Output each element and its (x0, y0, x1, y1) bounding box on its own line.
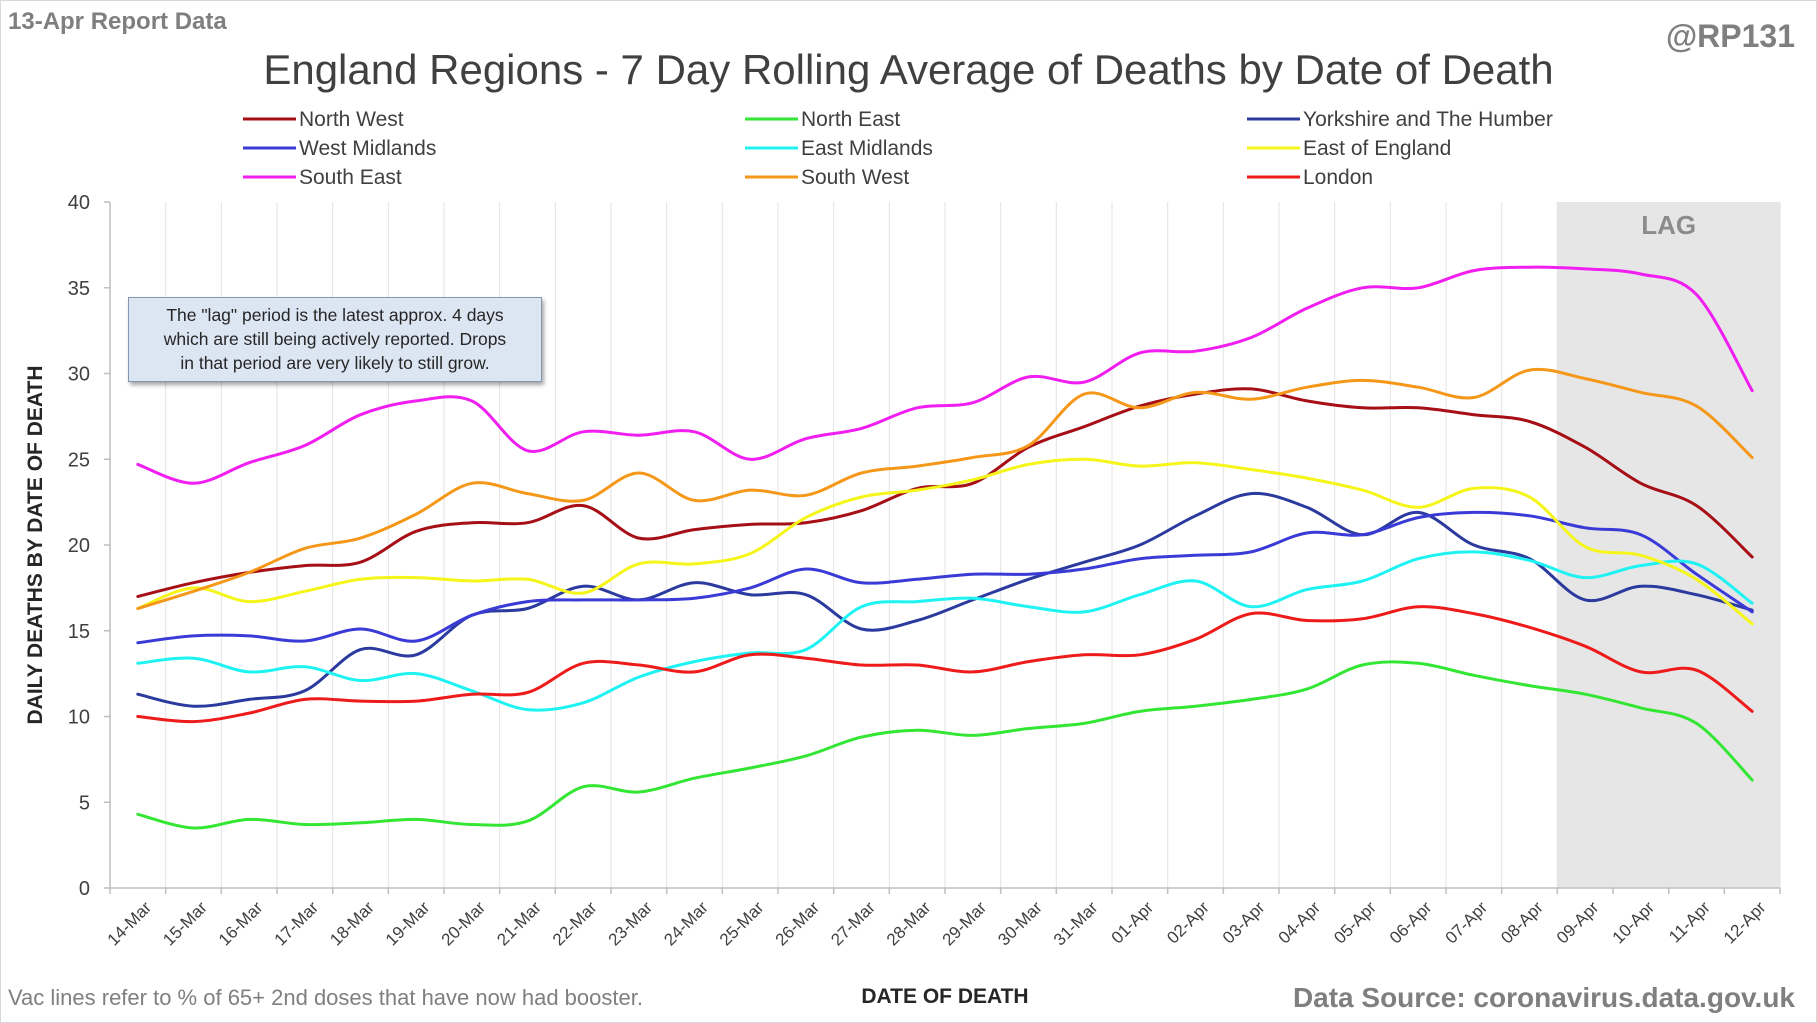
series-line-london (136, 605, 1754, 724)
series-line-east-midlands (136, 550, 1754, 712)
x-tick-label: 09-Apr (1553, 898, 1603, 948)
y-axis-title: DAILY DEATHS BY DATE OF DEATH (24, 366, 47, 725)
x-tick-label: 03-Apr (1219, 898, 1269, 948)
x-tick-label: 10-Apr (1609, 898, 1659, 948)
x-tick-label: 01-Apr (1108, 898, 1158, 948)
y-tick-label: 35 (68, 278, 90, 300)
x-tick-label: 16-Mar (215, 898, 267, 950)
x-tick-label: 07-Apr (1442, 898, 1492, 948)
x-tick-label: 28-Mar (883, 898, 935, 950)
x-tick-label: 15-Mar (159, 898, 211, 950)
x-tick-label: 30-Mar (994, 898, 1046, 950)
x-tick-label: 12-Apr (1720, 898, 1770, 948)
legend-label-north-west: North West (299, 108, 404, 131)
y-tick-label: 5 (79, 792, 90, 814)
x-tick-label: 08-Apr (1497, 898, 1547, 948)
legend-label-south-east: South East (299, 166, 402, 189)
lag-note-box: The "lag" period is the latest approx. 4… (128, 297, 542, 382)
series-lines (136, 265, 1754, 830)
legend-label-east-midlands: East Midlands (801, 137, 933, 160)
data-source: Data Source: coronavirus.data.gov.uk (1292, 982, 1795, 1013)
x-tick-label: 23-Mar (605, 898, 657, 950)
chart-title: England Regions - 7 Day Rolling Average … (263, 46, 1554, 93)
series-line-south-west (136, 367, 1754, 610)
x-tick-label: 20-Mar (438, 898, 490, 950)
series-line-north-west (136, 387, 1754, 598)
x-tick-label: 06-Apr (1386, 898, 1436, 948)
y-tick-label: 10 (68, 707, 90, 729)
y-tick-label: 0 (79, 878, 90, 900)
legend-label-south-west: South West (801, 166, 909, 189)
legend-label-east-of-england: East of England (1303, 137, 1451, 160)
x-axis-title: DATE OF DEATH (861, 985, 1028, 1008)
x-tick-label: 02-Apr (1163, 898, 1213, 948)
x-tick-label: 17-Mar (271, 898, 323, 950)
x-tick-label: 25-Mar (716, 898, 768, 950)
x-tick-label: 14-Mar (104, 898, 156, 950)
report-date-label: 13-Apr Report Data (8, 8, 227, 35)
series-line-north-east (136, 660, 1754, 830)
x-tick-label: 05-Apr (1330, 898, 1380, 948)
y-tick-label: 20 (68, 535, 90, 557)
legend: North West North East Yorkshire and The Hu… (243, 108, 1553, 189)
legend-label-london: London (1303, 166, 1373, 189)
author-handle: @RP131 (1665, 18, 1795, 54)
series-line-yorkshire-and-the-humber (136, 491, 1754, 708)
x-tick-label: 24-Mar (660, 898, 712, 950)
y-tick-label: 40 (68, 192, 90, 214)
y-tick-label: 15 (68, 621, 90, 643)
x-tick-label: 27-Mar (827, 898, 879, 950)
x-tick-label: 19-Mar (382, 898, 434, 950)
lag-label: LAG (1641, 210, 1696, 240)
series-line-east-of-england (136, 457, 1754, 626)
vac-lines-note: Vac lines refer to % of 65+ 2nd doses th… (8, 985, 643, 1010)
x-tick-label: 26-Mar (772, 898, 824, 950)
x-tick-label: 29-Mar (939, 898, 991, 950)
x-tick-label: 04-Apr (1275, 898, 1325, 948)
x-tick-label: 18-Mar (326, 898, 378, 950)
x-tick-label: 11-Apr (1665, 898, 1714, 947)
series-line-west-midlands (136, 510, 1754, 645)
legend-label-yorkshire-and-the-humber: Yorkshire and The Humber (1303, 108, 1553, 131)
x-tick-label: 31-Mar (1050, 898, 1102, 950)
legend-label-north-east: North East (801, 108, 900, 131)
legend-label-west-midlands: West Midlands (299, 137, 436, 160)
x-tick-label: 22-Mar (549, 898, 601, 950)
series-line-south-east (136, 265, 1754, 485)
lag-note-text: The "lag" period is the latest approx. 4… (163, 305, 507, 373)
y-tick-label: 25 (68, 449, 90, 471)
y-tick-label: 30 (68, 364, 90, 386)
x-tick-label: 21-Mar (493, 898, 545, 950)
